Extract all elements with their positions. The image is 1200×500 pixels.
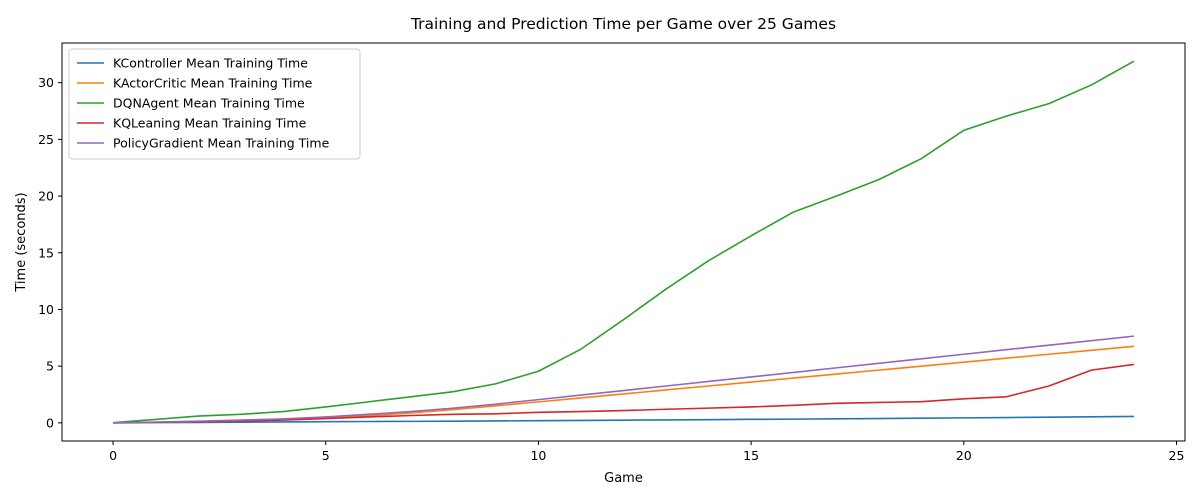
x-tick-label: 20 [956,448,972,463]
y-tick-label: 30 [38,75,54,90]
y-tick-label: 15 [38,245,54,260]
series-line-1 [113,415,1134,424]
x-tick-label: 10 [530,448,546,463]
series-layer [112,60,1135,424]
plot-area [61,42,1186,442]
x-tick-label: 15 [743,448,759,463]
y-tick-label: 10 [38,302,54,317]
plot-frame [61,42,1186,442]
series-line-3 [112,60,1135,424]
legend-box [68,48,361,160]
y-tick-label: 20 [38,189,54,204]
x-tick-label: 25 [1169,448,1185,463]
y-tick-label: 0 [46,415,54,430]
legend-label-4: KQLeaning Mean Training Time [113,116,307,131]
legend-label-1: KController Mean Training Time [113,56,308,71]
y-axis: 0 5 10 15 20 25 30 [38,75,62,430]
y-tick-label: 5 [46,359,54,374]
x-axis: 0 5 10 15 20 25 [109,441,1184,463]
legend-label-5: PolicyGradient Mean Training Time [113,136,330,151]
series-line-5 [113,335,1135,424]
chart-title: Training and Prediction Time per Game ov… [410,15,836,33]
y-axis-label: Time (seconds) [14,192,29,292]
legend: KController Mean Training Time KActorCrit… [68,48,361,160]
y-tick-label: 25 [38,132,54,147]
x-axis-label: Game [604,471,643,486]
legend-label-3: DQNAgent Mean Training Time [113,96,305,111]
x-tick-label: 0 [109,448,117,463]
x-tick-label: 5 [322,448,330,463]
series-line-4 [113,363,1135,424]
legend-label-2: KActorCritic Mean Training Time [113,76,313,91]
